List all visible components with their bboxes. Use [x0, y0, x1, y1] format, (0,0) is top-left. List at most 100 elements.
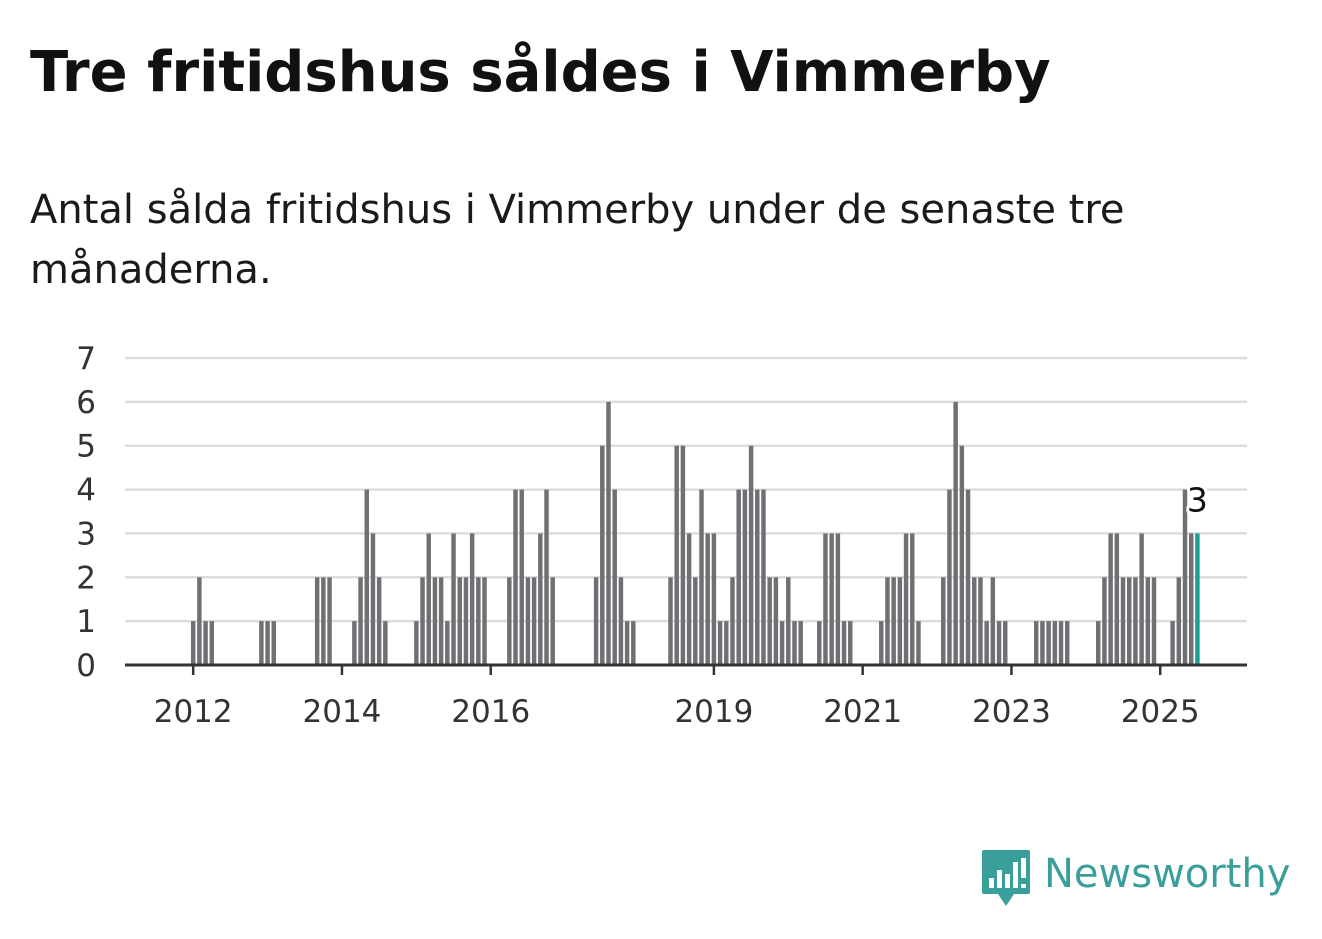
chart-subtitle: Antal sålda fritidshus i Vimmerby under …: [30, 187, 1125, 293]
bar-chart-speech-bubble-icon: [982, 850, 1030, 906]
bar: [798, 621, 803, 665]
bar: [947, 489, 952, 665]
bar: [321, 577, 326, 665]
bar: [724, 621, 729, 665]
bar: [903, 533, 909, 665]
bar: [259, 621, 264, 665]
bar: [507, 577, 512, 665]
bar: [674, 445, 679, 665]
bar: [1052, 621, 1058, 665]
bar: [910, 533, 915, 665]
bar: [829, 533, 834, 665]
bar: [879, 621, 884, 665]
bar: [1046, 621, 1051, 665]
bar: [792, 621, 797, 665]
bar: [686, 533, 692, 665]
bar: [1114, 533, 1120, 665]
bar: [730, 577, 735, 665]
x-tick-label: 2019: [674, 694, 753, 730]
bar: [848, 621, 853, 665]
bar: [1133, 577, 1138, 665]
bar: [1182, 489, 1188, 665]
bar: [1151, 577, 1157, 665]
bar: [358, 577, 363, 665]
y-tick-label: 5: [76, 429, 96, 465]
bar: [469, 533, 475, 665]
bar: [606, 401, 611, 665]
bar: [823, 533, 828, 665]
bar: [271, 621, 276, 665]
y-tick-label: 0: [76, 648, 96, 684]
bar: [531, 577, 537, 665]
bar: [327, 577, 332, 665]
bar-highlight: [1195, 533, 1200, 665]
y-tick-label: 4: [76, 473, 96, 509]
bar: [1188, 533, 1194, 665]
value-label: 3: [1187, 480, 1208, 519]
bar: [965, 489, 971, 665]
bar: [941, 577, 946, 665]
bar: [680, 445, 686, 665]
bar: [197, 577, 202, 665]
y-tick-label: 3: [76, 516, 96, 552]
bar: [364, 489, 369, 665]
bar: [482, 577, 487, 665]
bar: [996, 621, 1002, 665]
bar: [513, 489, 518, 665]
bar: [693, 577, 698, 665]
x-tick-label: 2012: [154, 694, 233, 730]
bar: [457, 577, 462, 665]
chart-title: Tre fritidshus såldes i Vimmerby: [30, 40, 1051, 105]
x-tick-label: 2021: [823, 694, 902, 730]
bar: [414, 621, 419, 665]
bar: [891, 577, 896, 665]
bar: [612, 489, 617, 665]
bar: [1058, 621, 1064, 665]
bar: [420, 577, 425, 665]
bar: [742, 489, 748, 665]
bar: [755, 489, 760, 665]
bar: [618, 577, 624, 665]
bar: [959, 445, 965, 665]
bar: [600, 445, 605, 665]
y-tick-label: 2: [76, 560, 96, 596]
bar: [445, 621, 450, 665]
bar: [1139, 533, 1144, 665]
bar: [717, 621, 723, 665]
bar: [519, 489, 524, 665]
bar: [786, 577, 791, 665]
bar: [668, 577, 673, 665]
bar: [376, 577, 382, 665]
bar: [1003, 621, 1008, 665]
y-tick-label: 7: [76, 341, 96, 377]
bar: [432, 577, 438, 665]
bar: [1170, 621, 1175, 665]
bar: [451, 533, 456, 665]
bar: [984, 621, 989, 665]
bar: [476, 577, 481, 665]
bar: [463, 577, 469, 665]
bar: [426, 533, 431, 665]
bar: [972, 577, 977, 665]
bar: [773, 577, 779, 665]
bar: [370, 533, 376, 665]
bar: [990, 577, 996, 665]
bar: [544, 489, 549, 665]
bar: [1126, 577, 1132, 665]
bar: [761, 489, 766, 665]
bar: [550, 577, 555, 665]
bar: [1040, 621, 1045, 665]
bar: [705, 533, 710, 665]
x-tick-label: 2016: [451, 694, 530, 730]
bar-chart: 0 1 2 3 4 5 6 7 2012 2014 2016 2019 2021 2023 2025 3: [76, 341, 1247, 730]
bar: [1095, 621, 1101, 665]
bar: [538, 533, 543, 665]
y-tick-label: 1: [76, 604, 96, 640]
bar: [978, 577, 983, 665]
bar: [631, 621, 636, 665]
bar: [593, 577, 599, 665]
bar: [748, 445, 754, 665]
logo-text: Newsworthy: [1044, 851, 1291, 897]
bar: [203, 621, 208, 665]
bar: [916, 621, 921, 665]
